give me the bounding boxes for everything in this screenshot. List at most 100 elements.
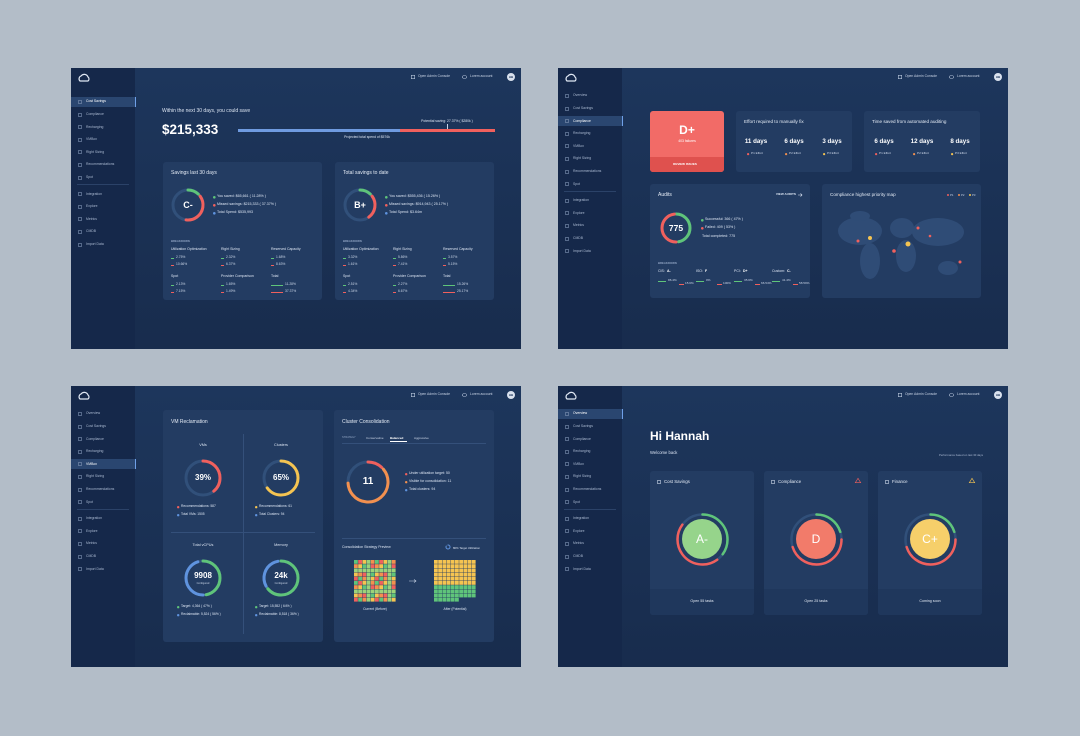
nav-icon — [565, 437, 570, 442]
nav-item[interactable]: VMBox — [573, 461, 584, 466]
nav-item[interactable]: Spot — [573, 181, 580, 186]
nav-item[interactable]: Right Sizing — [573, 156, 592, 161]
nav-icon — [565, 198, 570, 203]
nav-item[interactable]: Cost Savings — [573, 423, 593, 428]
breakdown-title: BREAKDOWN — [171, 238, 190, 243]
nav-item[interactable]: Spot — [86, 174, 93, 179]
nav-item[interactable]: VMBox — [573, 143, 584, 148]
nav-item[interactable]: Right Sizing — [573, 474, 592, 479]
world-map — [838, 211, 964, 279]
nav-active — [71, 459, 136, 470]
nav-item[interactable]: Recommendations — [86, 162, 115, 167]
legend-dot — [950, 152, 954, 156]
cluster-value: 11 — [362, 476, 374, 487]
nav-item[interactable]: Import Data — [86, 241, 104, 246]
summary-line: Missed savings: $914,943 ( 25.17% ) — [389, 202, 449, 207]
nav-item[interactable]: Right Sizing — [86, 149, 105, 154]
gauge-value: 39% — [194, 473, 212, 482]
nav-item[interactable]: Spot — [573, 499, 580, 504]
nav-item[interactable]: Integration — [86, 191, 103, 196]
legend-dot — [254, 605, 258, 609]
breakdown-value: 25.17% — [457, 289, 469, 294]
greeting: Hi Hannah — [650, 429, 710, 443]
review-button[interactable]: REVIEW ISSUES — [650, 157, 724, 172]
nav-item[interactable]: Metrics — [86, 216, 97, 221]
avatar[interactable]: HB — [507, 391, 515, 399]
nav-item[interactable]: Recharging — [573, 449, 591, 454]
card-title: Effort required to manually fix — [744, 118, 804, 124]
account-menu[interactable]: Lorem account — [470, 74, 493, 79]
nav-item[interactable]: Explore — [573, 210, 585, 215]
nav-icon — [78, 424, 83, 429]
nav-item[interactable]: Compliance — [573, 118, 591, 123]
card-action[interactable]: Open 25 tasks — [804, 599, 828, 604]
nav-item[interactable]: Right Sizing — [86, 474, 105, 479]
gauge-value: 24k — [274, 571, 288, 580]
strategy-tab[interactable]: Aggressive — [414, 435, 429, 440]
nav-item[interactable]: Overview — [573, 93, 588, 98]
cloud-icon — [948, 75, 955, 79]
header-link[interactable]: Open Admin Console — [905, 392, 938, 397]
nav-item[interactable]: CMDB — [86, 553, 96, 558]
gauge-title: VMs — [199, 443, 207, 448]
header-link[interactable]: Open Admin Console — [905, 74, 938, 79]
nav-item[interactable]: CMDB — [573, 235, 583, 240]
arrow — [798, 193, 803, 197]
nav-item[interactable]: Compliance — [86, 436, 104, 441]
nav-item[interactable]: Recharging — [86, 124, 104, 129]
nav-item[interactable]: Import Data — [573, 566, 591, 571]
header-link[interactable]: Open Admin Console — [418, 392, 451, 397]
view-audits[interactable]: VIEW AUDITS — [775, 192, 796, 197]
nav-item[interactable]: Metrics — [573, 223, 584, 228]
account-menu[interactable]: Lorem account — [470, 392, 493, 397]
nav-item[interactable]: VMBox — [86, 137, 97, 142]
strategy-tab[interactable]: Conservative — [366, 435, 384, 440]
dashboard-screen: Cost Savings Compliance Recharging VMBox Rig… — [71, 68, 521, 349]
nav-item[interactable]: Recommendations — [86, 486, 115, 491]
nav-item[interactable]: Metrics — [573, 541, 584, 546]
nav-icon — [78, 475, 83, 480]
nav-item[interactable]: Cost Savings — [86, 423, 106, 428]
account-menu[interactable]: Lorem account — [957, 392, 980, 397]
nav-icon — [565, 567, 570, 572]
nav-item[interactable]: Cost Savings — [86, 99, 106, 104]
nav-item[interactable]: Recharging — [573, 131, 591, 136]
projected-bar — [238, 129, 400, 132]
nav-item[interactable]: Recharging — [86, 449, 104, 454]
nav-item[interactable]: Cost Savings — [573, 105, 593, 110]
avatar[interactable]: HB — [994, 391, 1002, 399]
nav-item[interactable]: CMDB — [86, 229, 96, 234]
avatar[interactable]: HB — [507, 73, 515, 81]
nav-item[interactable]: Explore — [573, 528, 585, 533]
strategy-tab[interactable]: Balanced — [390, 435, 404, 440]
nav-item[interactable]: Explore — [86, 204, 98, 209]
nav-item[interactable]: Explore — [86, 528, 98, 533]
card-footer: Open 25 tasks — [764, 589, 868, 615]
nav-item[interactable]: Import Data — [573, 248, 591, 253]
avatar[interactable]: HB — [994, 73, 1002, 81]
nav-item[interactable]: Spot — [86, 499, 93, 504]
nav-item[interactable]: CMDB — [573, 553, 583, 558]
breakdown-value: 5.86% — [398, 255, 408, 260]
nav-item[interactable]: Recommendations — [573, 486, 602, 491]
nav-item[interactable]: Import Data — [86, 566, 104, 571]
nav-item[interactable]: Compliance — [573, 436, 591, 441]
effort-label: P2 Effort — [917, 151, 929, 156]
nav-item[interactable]: Overview — [86, 411, 101, 416]
grade-fill — [910, 519, 950, 559]
nav-item[interactable]: Integration — [573, 198, 590, 203]
card-action[interactable]: Coming soon — [919, 599, 941, 604]
effort-value: 11 days — [744, 137, 768, 145]
header-link[interactable]: Open Admin Console — [418, 74, 451, 79]
nav-item[interactable]: Overview — [573, 411, 588, 416]
nav-item[interactable]: Compliance — [86, 111, 104, 116]
card-action[interactable]: Open 55 tasks — [690, 599, 714, 604]
nav-item[interactable]: Integration — [573, 516, 590, 521]
nav-item[interactable]: Recommendations — [573, 168, 602, 173]
nav-icon — [78, 542, 83, 547]
breakdown-value: 58.59% — [799, 281, 810, 286]
nav-item[interactable]: Metrics — [86, 541, 97, 546]
nav-item[interactable]: Integration — [86, 516, 103, 521]
nav-item[interactable]: VMBox — [86, 461, 97, 466]
account-menu[interactable]: Lorem account — [957, 74, 980, 79]
